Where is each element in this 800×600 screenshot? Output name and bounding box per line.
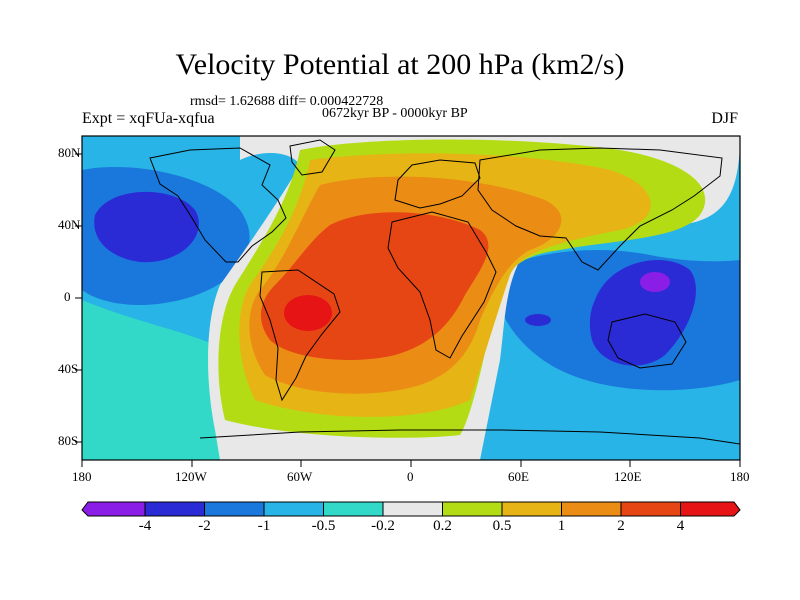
contour-band-minus4: [640, 272, 670, 292]
period-label: 0672kyr BP - 0000kyr BP: [322, 106, 468, 121]
coastlines: [149, 139, 740, 445]
contour-band-minus2: [94, 191, 199, 263]
coastline-africa: [387, 211, 497, 359]
colorbar-swatch-1: [144, 501, 205, 517]
contour-band-plus4: [284, 295, 332, 331]
lon-tick-label: 60E: [508, 469, 529, 484]
lon-tick-label: 180: [730, 469, 750, 484]
colorbar-label: -2: [198, 518, 211, 534]
colorbar-label: -0.2: [371, 518, 395, 534]
coastline-australia: [607, 313, 687, 369]
colorbar-swatch-3: [263, 501, 324, 517]
colorbar-label: 2: [617, 518, 625, 534]
coastline-europe: [394, 159, 481, 209]
lon-tick-label: 120W: [175, 469, 207, 484]
lon-tick-label: 180: [72, 469, 92, 484]
chart-title: Velocity Potential at 200 hPa (km2/s): [175, 48, 625, 81]
lon-tick-label: 120E: [614, 469, 642, 484]
colorbar-label: -4: [138, 518, 152, 534]
colorbar-label: 4: [676, 518, 685, 534]
colorbar-swatch-7: [501, 501, 562, 517]
contour-field: [82, 136, 740, 460]
colorbar-swatch-6: [442, 501, 503, 517]
experiment-label: Expt = xqFUa-xqfua: [82, 110, 215, 127]
colorbar-label: -0.5: [311, 518, 336, 534]
axis-ticks: [75, 153, 741, 467]
coastline-greenland: [289, 139, 336, 176]
contour-band-minus0-2: [82, 300, 230, 460]
contour-band-minus2-east: [589, 260, 696, 366]
lat-tick-label: 40N: [58, 217, 81, 232]
lon-tick-label: 60W: [287, 469, 313, 484]
rmsd-diff-stats: rmsd= 1.62688 diff= 0.000422728: [190, 94, 384, 109]
colorbar-label: 0.5: [492, 518, 512, 534]
colorbar-swatch-9: [620, 501, 681, 517]
coastline-antarctica: [199, 429, 740, 445]
colorbar-label: 1: [557, 518, 566, 534]
colorbar-label: -1: [257, 518, 271, 534]
colorbar-swatch-10: [680, 501, 741, 517]
lon-tick-label: 0: [407, 469, 414, 484]
lat-tick-label: 80S: [58, 433, 79, 448]
coastline-asia: [477, 147, 723, 271]
colorbar-swatch-8: [561, 501, 622, 517]
lat-tick-label: 0: [64, 289, 71, 304]
lat-tick-label: 40S: [58, 361, 79, 376]
colorbar: [81, 501, 741, 517]
colorbar-label: 0.2: [433, 518, 452, 534]
colorbar-swatch-5: [382, 501, 443, 517]
season-label: DJF: [711, 110, 738, 127]
coastline-south-america: [259, 269, 341, 402]
coastline-north-america: [149, 147, 287, 263]
colorbar-swatch-0: [81, 501, 146, 517]
colorbar-swatch-4: [323, 501, 384, 517]
colorbar-swatch-2: [204, 501, 265, 517]
contour-band-minus2-small: [525, 314, 551, 326]
lat-tick-label: 80N: [58, 145, 81, 160]
